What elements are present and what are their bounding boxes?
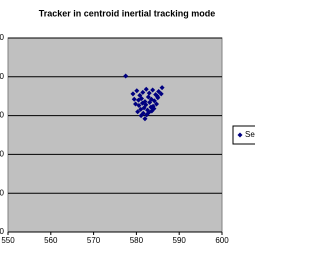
point	[149, 108, 155, 114]
y-tick-label: 0	[0, 227, 5, 236]
x-tick-label: 560	[44, 236, 58, 245]
point	[158, 91, 164, 97]
point	[147, 99, 153, 105]
point	[159, 85, 165, 91]
point	[141, 105, 147, 111]
point	[145, 94, 151, 100]
point	[131, 96, 137, 102]
point	[154, 93, 160, 99]
point	[140, 89, 146, 95]
plot-area	[7, 37, 223, 233]
y-tick-label: 100	[0, 150, 5, 159]
y-tick-label: 50	[0, 188, 5, 197]
legend	[232, 125, 255, 145]
point	[130, 91, 136, 97]
point	[135, 109, 141, 115]
point	[134, 88, 140, 94]
legend-label: Series1	[245, 130, 255, 139]
chart: Tracker in centroid inertial tracking mo…	[0, 8, 255, 246]
chart-title: Tracker in centroid inertial tracking mo…	[39, 8, 216, 18]
point	[146, 90, 152, 96]
y-tick-label: 150	[0, 111, 5, 120]
x-tick-label: 570	[87, 236, 101, 245]
legend-marker	[237, 132, 243, 138]
point	[138, 113, 144, 119]
point	[154, 101, 160, 107]
point	[123, 73, 129, 79]
point	[139, 96, 145, 102]
point	[143, 86, 149, 92]
point	[136, 103, 142, 109]
y-tick-label: 200	[0, 72, 5, 81]
x-tick-label: 550	[1, 236, 15, 245]
x-tick-label: 590	[173, 236, 187, 245]
point	[142, 116, 148, 122]
point	[150, 87, 156, 93]
point	[144, 112, 150, 118]
y-tick-label: 250	[0, 33, 5, 42]
x-tick-label: 600	[215, 236, 229, 245]
point	[151, 98, 157, 104]
x-tick-label: 580	[130, 236, 144, 245]
